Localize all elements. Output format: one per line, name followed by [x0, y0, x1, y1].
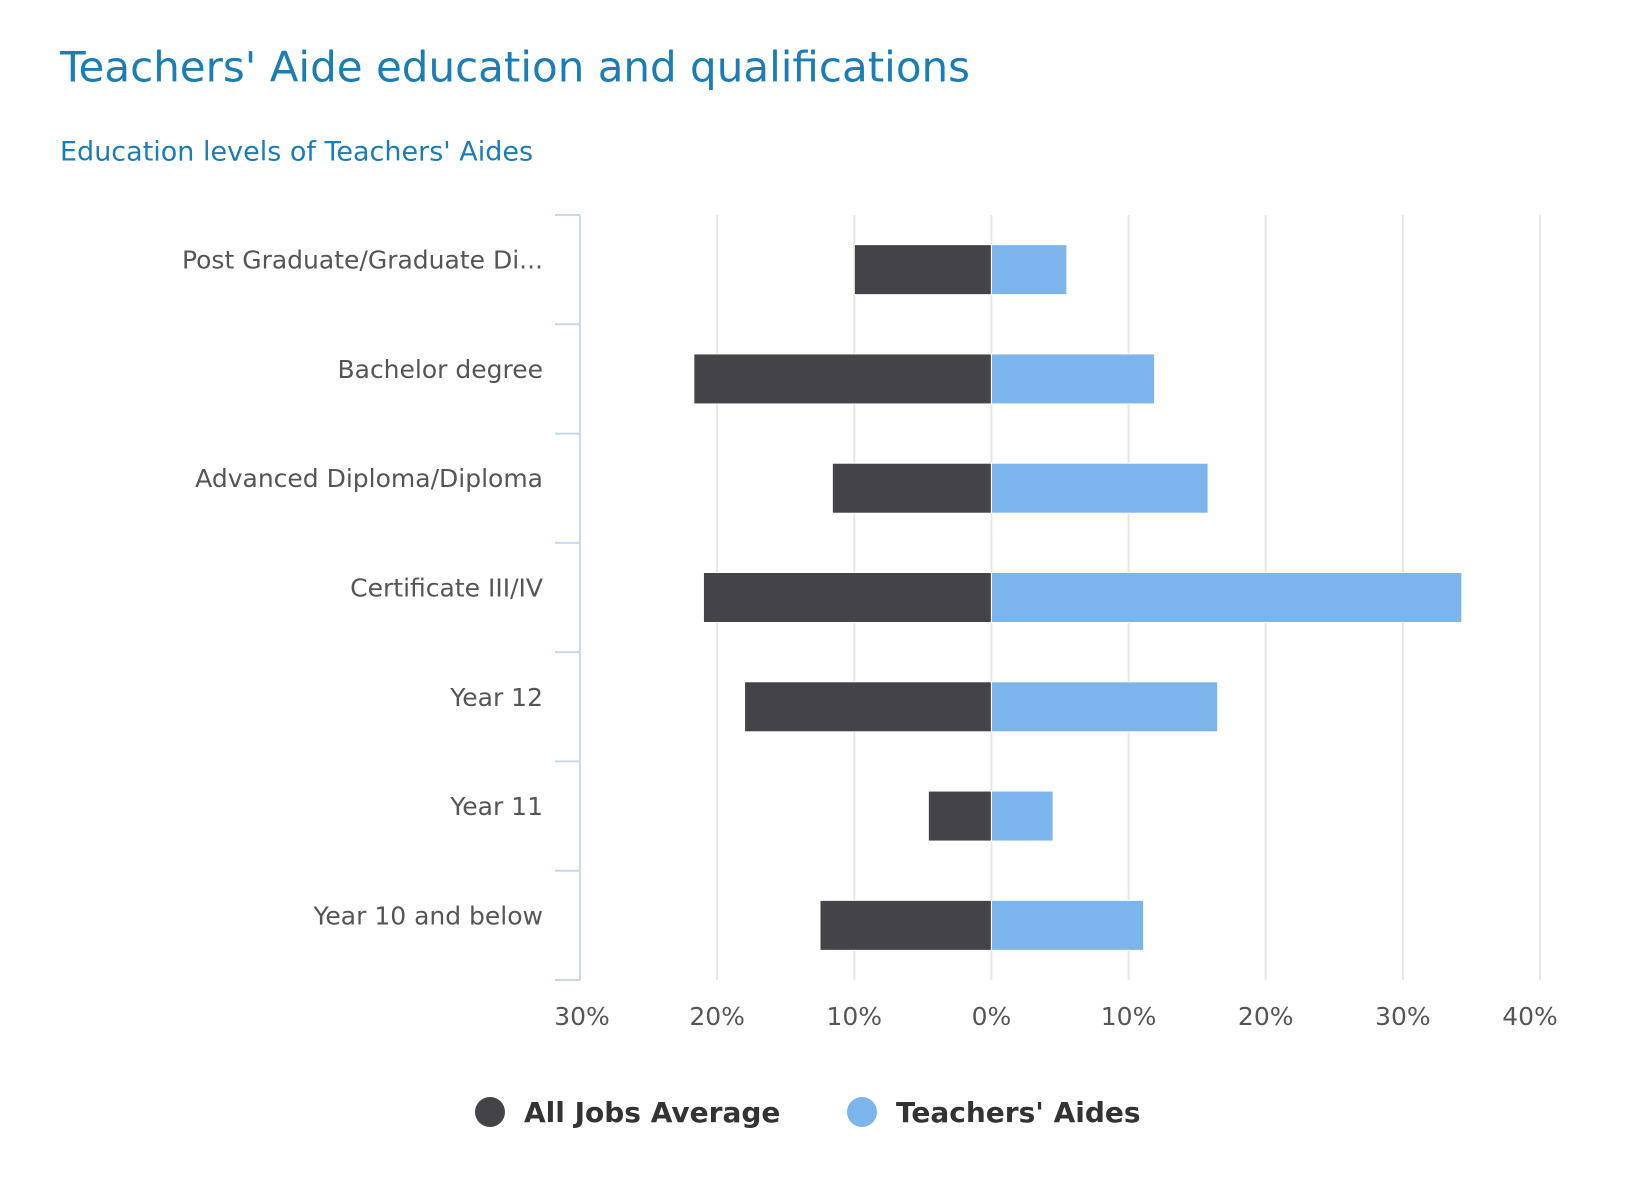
bar: [990, 572, 1463, 623]
x-tick-label: 10%: [826, 1002, 882, 1031]
x-tick-label: 10%: [1101, 1002, 1157, 1031]
chart-subtitle: Education levels of Teachers' Aides: [60, 137, 533, 168]
bar: [853, 244, 992, 296]
legend-marker: [847, 1097, 877, 1127]
bar: [990, 353, 1156, 405]
y-tick-label: Post Graduate/Graduate Di...: [182, 246, 543, 275]
bar: [990, 462, 1209, 514]
legend-marker: [475, 1097, 505, 1127]
x-tick-label: 0%: [972, 1002, 1012, 1031]
bar: [990, 681, 1219, 733]
x-tick-label: 30%: [1375, 1002, 1431, 1031]
legend-label: All Jobs Average: [524, 1096, 780, 1129]
bar: [819, 899, 992, 951]
y-tick-label: Year 10 and below: [312, 901, 543, 930]
x-tick-label: 20%: [1238, 1002, 1294, 1031]
y-tick-label: Bachelor degree: [337, 355, 543, 384]
bar: [831, 462, 992, 514]
y-tick-label: Certificate III/IV: [350, 574, 543, 603]
y-tick-label: Year 12: [449, 683, 543, 712]
x-tick-label: 30%: [554, 1002, 610, 1031]
bar: [990, 244, 1068, 296]
bar: [693, 353, 992, 405]
bar: [927, 790, 992, 842]
chart-title: Teachers' Aide education and qualificati…: [59, 43, 970, 92]
x-tick-label: 20%: [689, 1002, 745, 1031]
bar: [744, 681, 992, 733]
bar: [990, 790, 1054, 842]
y-tick-label: Advanced Diploma/Diploma: [195, 464, 543, 493]
y-tick-label: Year 11: [449, 792, 543, 821]
bar: [702, 572, 992, 623]
x-tick-label: 40%: [1502, 1002, 1558, 1031]
bar: [990, 899, 1145, 951]
legend-label: Teachers' Aides: [896, 1096, 1141, 1129]
